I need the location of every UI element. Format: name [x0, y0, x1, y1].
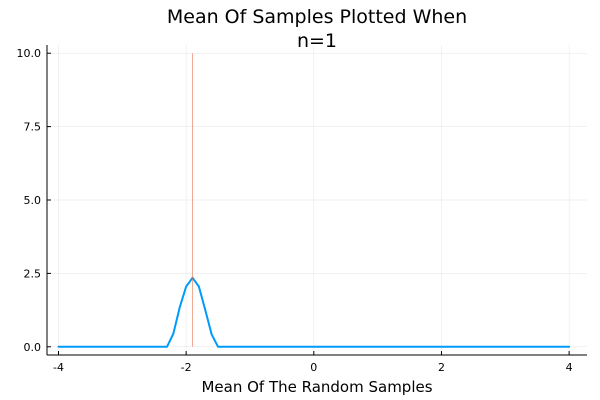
chart-title-line-1: Mean Of Samples Plotted When [167, 6, 467, 28]
x-tick-label: 0 [310, 361, 317, 374]
y-tick-label: 2.5 [24, 267, 42, 280]
y-tick-label: 5.0 [24, 194, 42, 207]
grid [47, 45, 587, 355]
y-tick-label: 10.0 [17, 47, 42, 60]
ticks: -4 -2 0 2 4 0.0 2.5 5.0 7.5 10.0 [17, 47, 573, 374]
y-tick-label: 7.5 [24, 121, 42, 134]
x-tick-label: -4 [53, 361, 64, 374]
series [57, 53, 571, 348]
x-tick-label: 4 [566, 361, 573, 374]
x-tick-label: -2 [181, 361, 192, 374]
y-tick-label: 0.0 [24, 341, 42, 354]
x-tick-label: 2 [438, 361, 445, 374]
chart-title-line-2: n=1 [297, 30, 337, 52]
x-axis-title: Mean Of The Random Samples [201, 378, 432, 396]
